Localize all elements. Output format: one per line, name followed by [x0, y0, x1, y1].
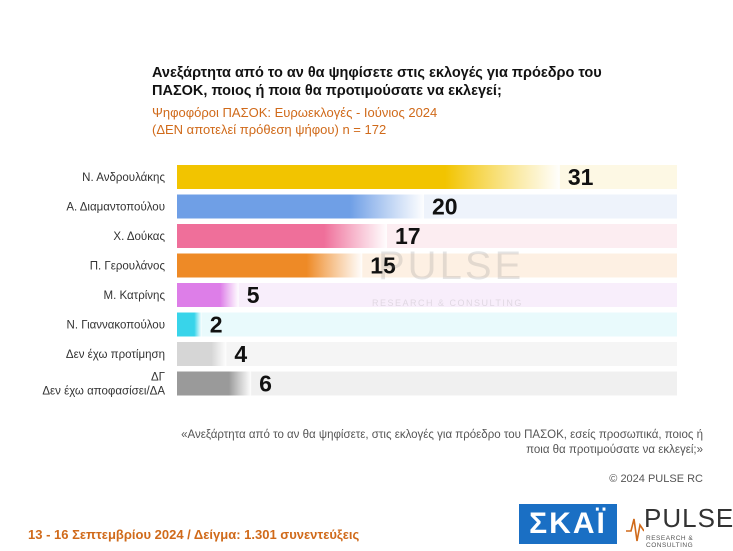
bar-track	[177, 283, 677, 307]
fieldwork-info: 13 - 16 Σεπτεμβρίου 2024 / Δείγμα: 1.301…	[28, 527, 360, 542]
value-label: 6	[259, 371, 272, 397]
value-label: 2	[210, 312, 223, 338]
bar-chart: Ν. Ανδρουλάκης 31 Α. Διαμαντοπούλου 20 Χ. Δο…	[42, 164, 677, 398]
bar	[177, 253, 363, 278]
bar	[177, 283, 239, 307]
value-label: 31	[568, 164, 594, 190]
pulse-logo-tagline: RESEARCH & CONSULTING	[646, 535, 694, 549]
question-footnote: «Ανεξάρτητα από το αν θα ψηφίσετε, στις …	[181, 429, 703, 456]
bar-track	[177, 312, 677, 337]
value-label: 5	[247, 282, 260, 308]
bar-track	[177, 342, 677, 366]
bar	[177, 194, 424, 219]
category-label: Μ. Κατρίνης	[104, 290, 166, 302]
category-label: Α. Διαμαντοπούλου	[66, 202, 165, 214]
bar	[177, 224, 387, 248]
value-label: 4	[234, 341, 247, 367]
category-label: Χ. Δούκας	[113, 231, 165, 243]
category-label: Ν. Ανδρουλάκης	[82, 172, 165, 184]
category-label: Ν. Γιαννακοπούλου	[67, 320, 165, 332]
bar	[177, 312, 202, 337]
value-label: 17	[395, 223, 421, 249]
chart-subtitle: Ψηφοφόροι ΠΑΣΟΚ: Ευρωεκλογές - Ιούνιος 2…	[152, 104, 622, 138]
pulse-logo-word: PULSE	[644, 503, 733, 533]
chart-title: Ανεξάρτητα από το αν θα ψηφίσετε στις εκ…	[152, 65, 602, 99]
value-label: 20	[432, 194, 458, 220]
copyright: © 2024 PULSE RC	[609, 473, 703, 485]
category-label: Δεν έχω προτίμηση	[66, 349, 165, 361]
pulse-wave-icon	[626, 518, 644, 542]
subtitle-line-2: (ΔΕΝ αποτελεί πρόθεση ψήφου) n = 172	[152, 122, 387, 137]
subtitle-line-1: Ψηφοφόροι ΠΑΣΟΚ: Ευρωεκλογές - Ιούνιος 2…	[152, 105, 438, 120]
category-label: ΔΓ Δεν έχω αποφασίσει/ΔΑ	[42, 372, 165, 398]
bar	[177, 371, 252, 396]
bar	[177, 342, 227, 366]
pulse-logo: PULSE RESEARCH & CONSULTING	[626, 503, 733, 549]
value-label: 15	[370, 253, 396, 279]
skai-logo: ΣΚΑΪ	[519, 504, 617, 544]
bar-track	[177, 371, 677, 396]
category-label: Π. Γερουλάνος	[90, 261, 166, 273]
bar	[177, 165, 560, 189]
